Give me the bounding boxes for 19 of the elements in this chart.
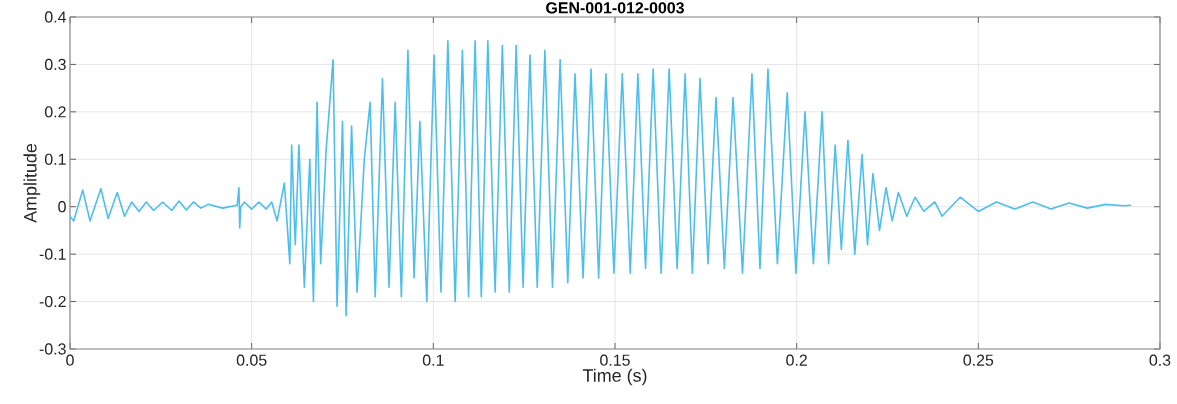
y-tick-label: 0.4 [44,11,67,23]
x-tick-label: 0.2 [786,354,807,366]
y-tick-label: 0.2 [44,106,66,118]
y-tick-label: -0.3 [39,343,66,355]
x-tick-label: 0.1 [422,354,444,366]
y-tick-label: 0 [58,201,66,213]
line-series [70,39,1132,317]
chart-title: GEN-001-012-0003 [546,2,684,14]
y-axis-title: Amplitude [23,143,41,223]
x-tick-label: 0.05 [236,354,267,366]
y-tick-label: 0.3 [44,58,66,71]
x-tick-label: 0.3 [1149,354,1171,366]
x-tick-label: 0 [66,354,74,366]
y-tick-label: 0.1 [44,153,66,165]
y-tick-label: -0.1 [39,248,66,260]
x-tick-label: 0.15 [600,354,630,366]
y-tick-label: -0.2 [39,295,66,308]
x-tick-label: 0.25 [963,354,994,366]
x-axis-title: Time (s) [582,368,647,386]
